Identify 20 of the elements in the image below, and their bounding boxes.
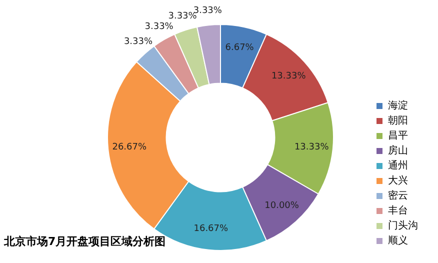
data-label: 3.33%	[144, 22, 174, 32]
legend-label: 海淀	[388, 100, 408, 112]
legend-label: 房山	[388, 144, 408, 157]
data-label: 16.67%	[194, 224, 229, 234]
legend-label: 大兴	[388, 174, 408, 187]
legend-label: 门头沟	[388, 220, 418, 232]
data-label: 6.67%	[225, 43, 254, 54]
data-label: 3.33%	[124, 36, 153, 47]
data-label: 13.33%	[294, 142, 330, 152]
data-label: 13.33%	[271, 72, 306, 82]
legend-label: 昌平	[388, 130, 408, 142]
text: 北京市场7月开盘项目区域分析图	[4, 234, 166, 249]
data-label: 26.67%	[112, 142, 147, 152]
data-label: 3.33%	[168, 11, 198, 22]
legend-label: 朝阳	[388, 114, 408, 127]
legend-label: 密云	[388, 190, 408, 202]
legend-label: 丰台	[388, 204, 408, 217]
legend-label: 顺义	[388, 234, 408, 247]
legend-label: 通州	[388, 160, 408, 172]
data-label: 10.00%	[264, 200, 300, 211]
